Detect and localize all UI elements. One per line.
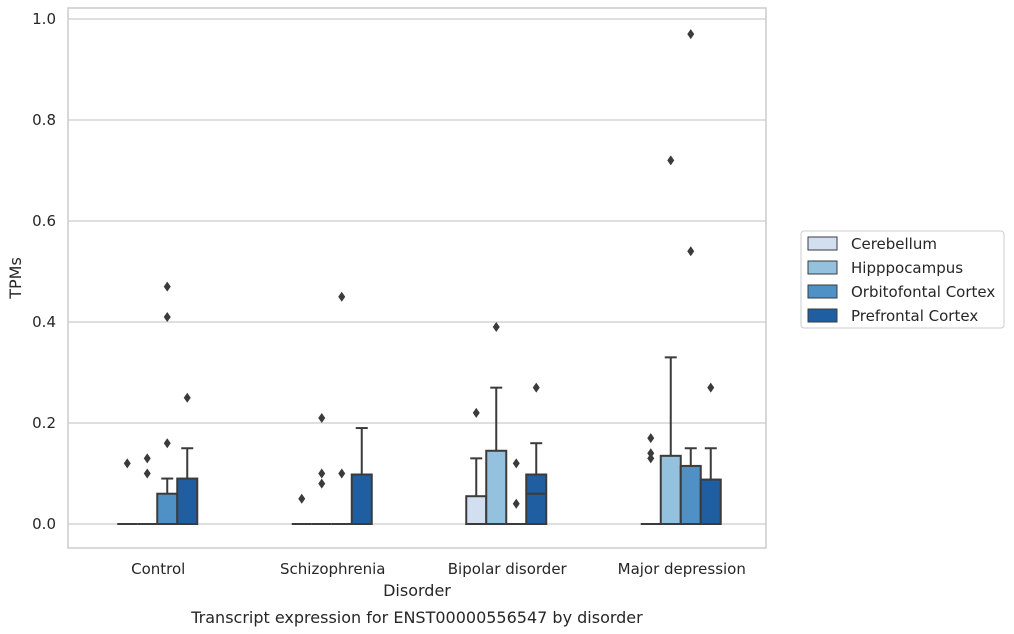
outlier-point [318,468,326,479]
outlier-point [687,29,695,40]
legend: Cerebellum Hipppocampus Orbitofontal Corte… [800,230,1005,329]
y-tick-labels: 0.0 0.2 0.4 0.6 0.8 1.0 [32,10,56,533]
outlier-point [647,448,655,459]
legend-label: Prefrontal Cortex [851,307,978,325]
legend-label: Cerebellum [851,235,937,253]
outlier-point [492,322,500,333]
box-body [525,473,548,526]
y-tick-label: 0.0 [32,515,56,533]
box [465,407,488,526]
outlier-point [647,453,655,464]
outlier-point [163,281,171,292]
box [485,322,508,525]
box-marks [117,29,722,526]
x-tick-label: Major depression [618,560,746,578]
box [291,493,312,525]
outlier-point [338,468,346,479]
y-tick-label: 0.6 [32,212,56,230]
outlier-point [163,438,171,449]
box-body [465,495,488,526]
box-body [699,478,722,525]
box [640,433,661,525]
box [176,392,199,525]
box [311,412,332,525]
legend-frame [800,230,1005,329]
box [331,291,352,525]
box-body [350,473,373,526]
box [525,382,548,526]
outlier-point [318,412,326,423]
x-tick-label: Control [131,560,185,578]
box [350,427,373,526]
y-axis-label: TPMs [6,257,25,300]
box [659,155,682,526]
legend-swatch [807,236,838,251]
outlier-point [532,382,540,393]
box-body [156,492,179,526]
chart-caption: Transcript expression for ENST0000055654… [190,608,643,627]
outlier-point [318,478,326,489]
outlier-point [143,468,151,479]
box-body [485,449,508,525]
y-tick-label: 0.4 [32,313,56,331]
outlier-point [512,498,520,509]
box [699,382,722,525]
outlier-point [183,392,191,403]
outlier-point [123,458,131,469]
outlier-point [163,311,171,322]
x-axis-label: Disorder [383,581,451,600]
legend-swatch [807,308,838,323]
outlier-point [338,291,346,302]
box-body [679,464,702,525]
box-body [659,454,682,526]
y-tick-label: 0.8 [32,111,56,129]
x-tick-label: Schizophrenia [280,560,385,578]
y-tick-label: 1.0 [32,10,56,28]
x-tick-labels: Control Schizophrenia Bipolar disorder Majo… [131,560,746,578]
box [679,29,702,525]
outlier-point [512,458,520,469]
outlier-point [143,453,151,464]
legend-swatch [807,260,838,275]
box-body [176,477,199,525]
outlier-point [667,155,675,166]
legend-swatch [807,284,838,299]
legend-label: Hipppocampus [851,259,963,277]
y-tick-label: 0.2 [32,414,56,432]
outlier-point [707,382,715,393]
outlier-point [472,407,480,418]
box [117,458,138,525]
box [506,458,527,525]
outlier-point [298,493,306,504]
outlier-point [647,433,655,444]
box [137,453,158,525]
box [156,281,179,526]
x-tick-label: Bipolar disorder [448,560,568,578]
legend-label: Orbitofontal Cortex [851,283,995,301]
outlier-point [687,246,695,257]
